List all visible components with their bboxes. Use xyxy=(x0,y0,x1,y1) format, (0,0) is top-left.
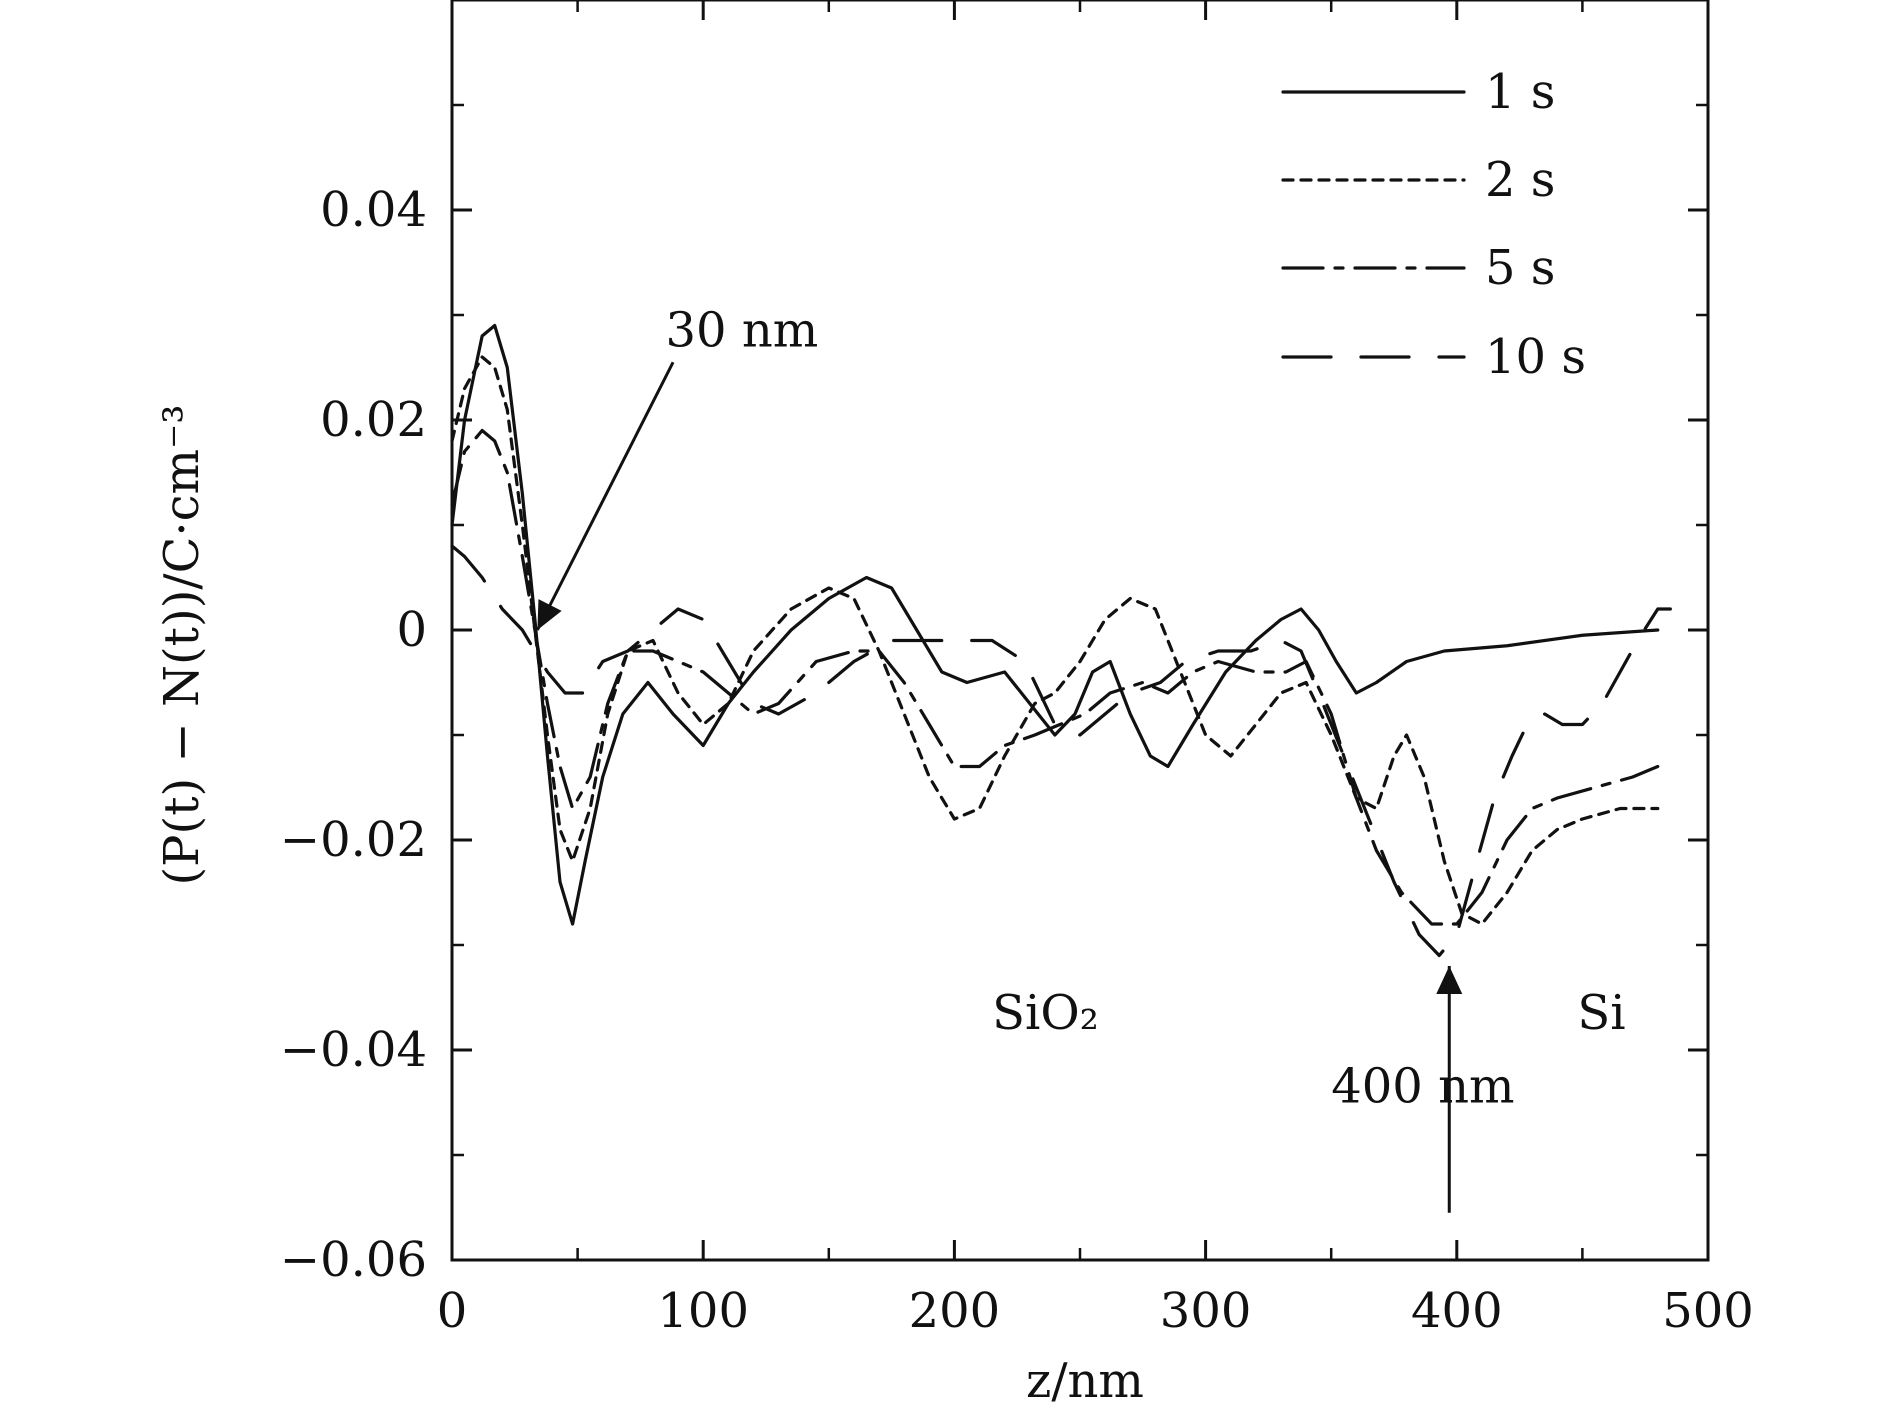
y-axis-label: (P(t) − N(t))/C·cm⁻³ xyxy=(154,404,210,885)
region-label-sio2: SiO₂ xyxy=(992,985,1099,1041)
annotation-400nm: 400 nm xyxy=(1331,1059,1514,1115)
legend: 1 s 2 s 5 s 10 s xyxy=(1281,64,1586,385)
y-tick-label: −0.02 xyxy=(280,812,427,868)
annotation-arrow-30nm-head xyxy=(537,599,562,630)
series-line-2 xyxy=(450,355,1660,926)
annotation-30nm: 30 nm xyxy=(666,303,819,359)
y-tick-label: −0.06 xyxy=(280,1232,427,1288)
region-label-si: Si xyxy=(1577,985,1625,1041)
annotations-group: 30 nm 400 nm SiO₂ Si xyxy=(536,303,1626,1213)
y-tick-label: 0.04 xyxy=(320,182,427,238)
y-tick-label: 0.02 xyxy=(320,392,427,448)
x-axis-label: z/nm xyxy=(1026,1353,1144,1409)
x-tick-label: 300 xyxy=(1160,1283,1252,1339)
annotation-arrow-400nm-head xyxy=(1436,966,1463,994)
legend-label-1: 1 s xyxy=(1485,64,1555,120)
series-line-1 xyxy=(450,323,1660,926)
y-tick-label: 0 xyxy=(396,602,427,658)
x-tick-label: 200 xyxy=(909,1283,1001,1339)
x-tick-label: 0 xyxy=(437,1283,468,1339)
x-tick-label: 500 xyxy=(1662,1283,1754,1339)
series-group xyxy=(450,323,1672,958)
legend-label-2: 2 s xyxy=(1485,152,1555,208)
x-tick-label: 100 xyxy=(657,1283,749,1339)
legend-label-3: 5 s xyxy=(1485,240,1555,296)
legend-label-4: 10 s xyxy=(1485,329,1586,385)
ticks-group: 0 100 200 300 400 500 −0.06 −0.04 −0.02 0 0.02 0.04 xyxy=(280,0,1754,1339)
series-line-3 xyxy=(450,428,1660,926)
annotation-arrow-30nm xyxy=(536,361,675,631)
y-tick-label: −0.04 xyxy=(280,1022,427,1078)
series-line-4 xyxy=(450,544,1672,958)
x-tick-label: 400 xyxy=(1411,1283,1503,1339)
